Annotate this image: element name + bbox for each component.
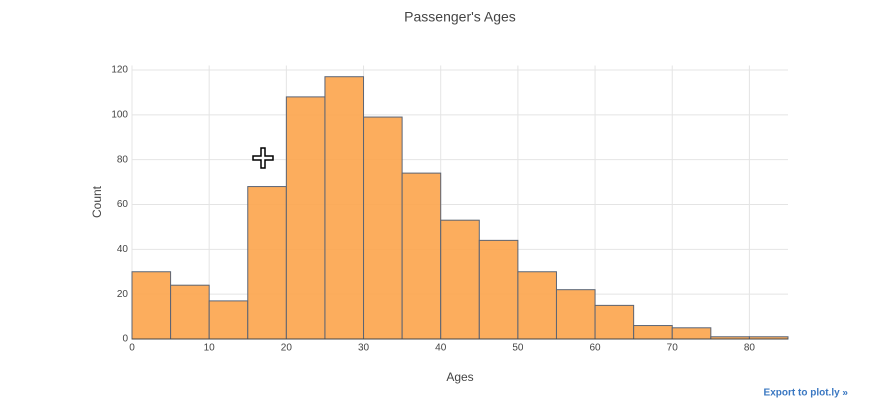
x-tick-label: 70 [667, 343, 679, 354]
x-tick-label: 20 [281, 343, 293, 354]
bar [633, 325, 673, 340]
bar [285, 96, 326, 340]
bar [517, 271, 557, 340]
cursor-icon [252, 147, 274, 169]
y-axis-title: Count [90, 185, 104, 218]
y-tick-label: 120 [111, 65, 128, 76]
bar [440, 219, 480, 340]
bar [170, 284, 210, 340]
bar [594, 304, 635, 340]
x-tick-label: 40 [435, 343, 447, 354]
y-tick-label: 60 [117, 199, 129, 210]
chart-title: Passenger's Ages [404, 9, 516, 25]
x-tick-label: 0 [129, 343, 135, 354]
bar [247, 186, 287, 340]
y-tick-label: 100 [111, 109, 128, 120]
bar [478, 239, 519, 340]
bar [401, 172, 442, 340]
bar [131, 271, 172, 340]
y-tick-label: 20 [117, 289, 129, 300]
export-link[interactable]: Export to plot.ly » [764, 388, 849, 399]
x-axis-title: Ages [446, 370, 473, 384]
x-tick-label: 60 [589, 343, 601, 354]
y-tick-label: 40 [117, 244, 129, 255]
x-tick-label: 80 [744, 343, 756, 354]
bar [555, 289, 596, 340]
bar [324, 76, 365, 340]
y-tick-label: 80 [117, 154, 129, 165]
bar [208, 300, 249, 340]
x-tick-label: 30 [358, 343, 370, 354]
x-tick-label: 50 [512, 343, 524, 354]
x-tick-label: 10 [204, 343, 216, 354]
y-tick-label: 0 [122, 334, 128, 345]
bar [671, 327, 712, 340]
bar [363, 116, 403, 340]
